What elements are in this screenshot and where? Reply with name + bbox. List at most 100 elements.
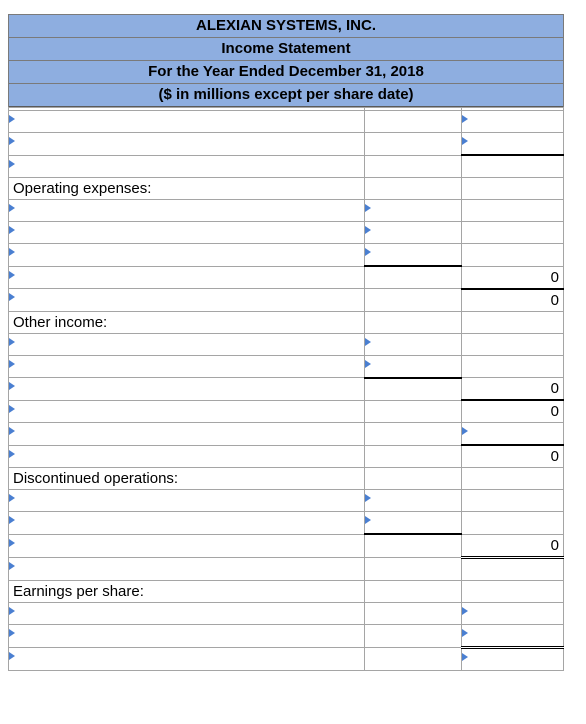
- amount-input[interactable]: [364, 110, 462, 133]
- total-other-income: 0: [461, 377, 564, 401]
- dropdown-marker-icon: [365, 204, 371, 212]
- account-dropdown[interactable]: [8, 154, 365, 178]
- dropdown-marker-icon: [9, 561, 15, 570]
- dropdown-marker-icon: [9, 248, 15, 256]
- table-row: 0: [8, 533, 564, 558]
- account-dropdown[interactable]: [8, 377, 365, 401]
- table-row: 0: [8, 265, 564, 289]
- table-row: [8, 489, 564, 512]
- amount-input[interactable]: [461, 221, 564, 244]
- amount-input[interactable]: [364, 154, 462, 178]
- amount-input[interactable]: [364, 511, 462, 535]
- account-dropdown[interactable]: [8, 444, 365, 468]
- dropdown-marker-icon: [9, 359, 15, 368]
- table-row: [8, 354, 564, 378]
- account-dropdown[interactable]: [8, 332, 365, 356]
- table-row: 0: [8, 287, 564, 312]
- dropdown-marker-icon: [365, 226, 371, 234]
- table-row: 0: [8, 399, 564, 423]
- table-row: 0: [8, 444, 564, 468]
- amount-input[interactable]: [364, 376, 462, 401]
- discontinued-operations-total: 0: [461, 533, 564, 558]
- table-row: [8, 422, 564, 446]
- amount-input[interactable]: [364, 489, 462, 512]
- amount-input[interactable]: [364, 533, 462, 558]
- operating-income-value: 0: [461, 287, 564, 312]
- table-row: [8, 645, 564, 671]
- statement-title: Income Statement: [9, 38, 563, 61]
- dropdown-marker-icon: [9, 293, 15, 301]
- section-label-discontinued-operations: Discontinued operations:: [8, 467, 365, 490]
- amount-input[interactable]: [461, 601, 564, 625]
- amount-input[interactable]: [364, 265, 462, 289]
- account-dropdown[interactable]: [8, 132, 365, 156]
- account-dropdown[interactable]: [8, 422, 365, 446]
- account-dropdown[interactable]: [8, 489, 365, 512]
- table-row: Other income:: [8, 310, 564, 334]
- dropdown-marker-icon: [462, 427, 468, 435]
- dropdown-marker-icon: [9, 494, 15, 502]
- amount-input[interactable]: [461, 422, 564, 446]
- table-row: Discontinued operations:: [8, 467, 564, 490]
- table-row: [8, 154, 564, 178]
- account-dropdown[interactable]: [8, 199, 365, 222]
- amount-input[interactable]: [364, 243, 462, 267]
- table-row: [8, 555, 564, 581]
- dropdown-marker-icon: [9, 115, 15, 123]
- income-statement-worksheet: ALEXIAN SYSTEMS, INC. Income Statement F…: [8, 14, 564, 671]
- eps-total-input[interactable]: [461, 645, 564, 671]
- account-dropdown[interactable]: [8, 221, 365, 244]
- dropdown-marker-icon: [9, 606, 15, 615]
- account-dropdown[interactable]: [8, 533, 365, 558]
- table-row: 0: [8, 376, 564, 401]
- dropdown-marker-icon: [9, 516, 15, 524]
- amount-input[interactable]: [461, 199, 564, 222]
- total-operating-expenses: 0: [461, 265, 564, 289]
- account-dropdown[interactable]: [8, 399, 365, 423]
- amount-input[interactable]: [461, 354, 564, 378]
- statement-header: ALEXIAN SYSTEMS, INC. Income Statement F…: [8, 14, 564, 107]
- dropdown-marker-icon: [9, 628, 15, 637]
- account-dropdown[interactable]: [8, 556, 365, 581]
- amount-input[interactable]: [461, 132, 564, 156]
- dropdown-marker-icon: [462, 606, 468, 615]
- statement-table: Operating expenses: 0 0: [8, 107, 564, 671]
- dropdown-marker-icon: [9, 159, 15, 168]
- amount-input[interactable]: [461, 511, 564, 535]
- amount-input[interactable]: [461, 154, 564, 178]
- dropdown-marker-icon: [365, 494, 371, 502]
- amount-input[interactable]: [364, 332, 462, 356]
- amount-input[interactable]: [461, 110, 564, 133]
- account-dropdown[interactable]: [8, 601, 365, 625]
- amount-input[interactable]: [461, 243, 564, 267]
- account-dropdown[interactable]: [8, 646, 365, 671]
- dropdown-marker-icon: [9, 382, 15, 390]
- account-dropdown[interactable]: [8, 288, 365, 312]
- dropdown-marker-icon: [9, 337, 15, 346]
- dropdown-marker-icon: [9, 651, 15, 660]
- account-dropdown[interactable]: [8, 110, 365, 133]
- statement-units: ($ in millions except per share date): [9, 84, 563, 107]
- amount-input[interactable]: [364, 132, 462, 156]
- account-dropdown[interactable]: [8, 265, 365, 289]
- amount-input[interactable]: [364, 354, 462, 378]
- amount-input[interactable]: [364, 199, 462, 222]
- dropdown-marker-icon: [365, 516, 371, 524]
- account-dropdown[interactable]: [8, 511, 365, 535]
- account-dropdown[interactable]: [8, 623, 365, 648]
- dropdown-marker-icon: [9, 226, 15, 234]
- dropdown-marker-icon: [9, 449, 15, 458]
- amount-input[interactable]: [461, 623, 564, 648]
- amount-input[interactable]: [461, 332, 564, 356]
- table-row: [8, 132, 564, 156]
- dropdown-marker-icon: [462, 652, 468, 661]
- table-row: [8, 110, 564, 133]
- amount-input[interactable]: [364, 221, 462, 244]
- table-row: Earnings per share:: [8, 579, 564, 603]
- amount-input[interactable]: [461, 489, 564, 512]
- net-income-input[interactable]: [461, 555, 564, 581]
- account-dropdown[interactable]: [8, 354, 365, 378]
- account-dropdown[interactable]: [8, 243, 365, 267]
- table-row: [8, 243, 564, 267]
- dropdown-marker-icon: [9, 270, 15, 279]
